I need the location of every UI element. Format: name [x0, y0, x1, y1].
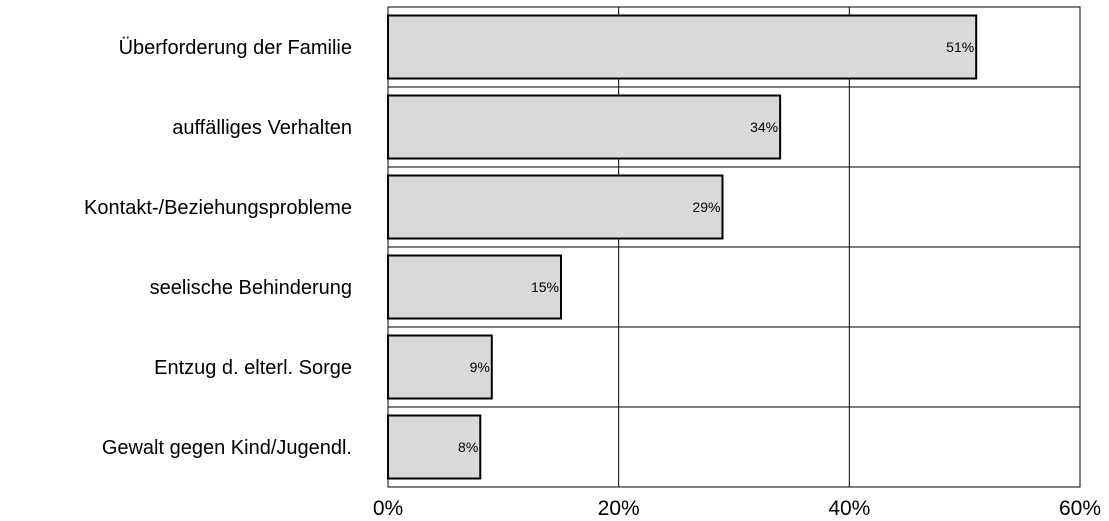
- bar: [387, 94, 782, 160]
- x-tick-label: 40%: [828, 497, 870, 520]
- category-label: seelische Behinderung: [150, 277, 352, 299]
- x-tick-label: 20%: [598, 497, 640, 520]
- bar: [387, 14, 978, 80]
- data-label: 29%: [692, 199, 720, 215]
- data-label: 8%: [458, 439, 478, 455]
- bar-layer: [387, 14, 978, 480]
- bar: [387, 334, 493, 400]
- x-tick-label: 60%: [1059, 497, 1101, 520]
- category-label: auffälliges Verhalten: [172, 117, 352, 139]
- bar: [387, 174, 724, 240]
- grid-layer: [387, 7, 1081, 487]
- data-label: 15%: [531, 279, 559, 295]
- plot-area-frame: [387, 6, 1081, 488]
- data-label: 34%: [750, 119, 778, 135]
- label-layer: 51% Überforderung der Familie 34% auffällig…: [84, 37, 1101, 520]
- data-label: 51%: [946, 39, 974, 55]
- bar: [387, 414, 482, 480]
- category-label: Entzug d. elterl. Sorge: [154, 357, 352, 379]
- x-tick-label: 0%: [373, 497, 403, 520]
- category-label: Gewalt gegen Kind/Jugendl.: [102, 437, 352, 459]
- data-label: 9%: [470, 359, 490, 375]
- bar: [387, 254, 562, 320]
- category-label: Überforderung der Familie: [119, 37, 352, 59]
- category-label: Kontakt-/Beziehungsprobleme: [84, 197, 352, 219]
